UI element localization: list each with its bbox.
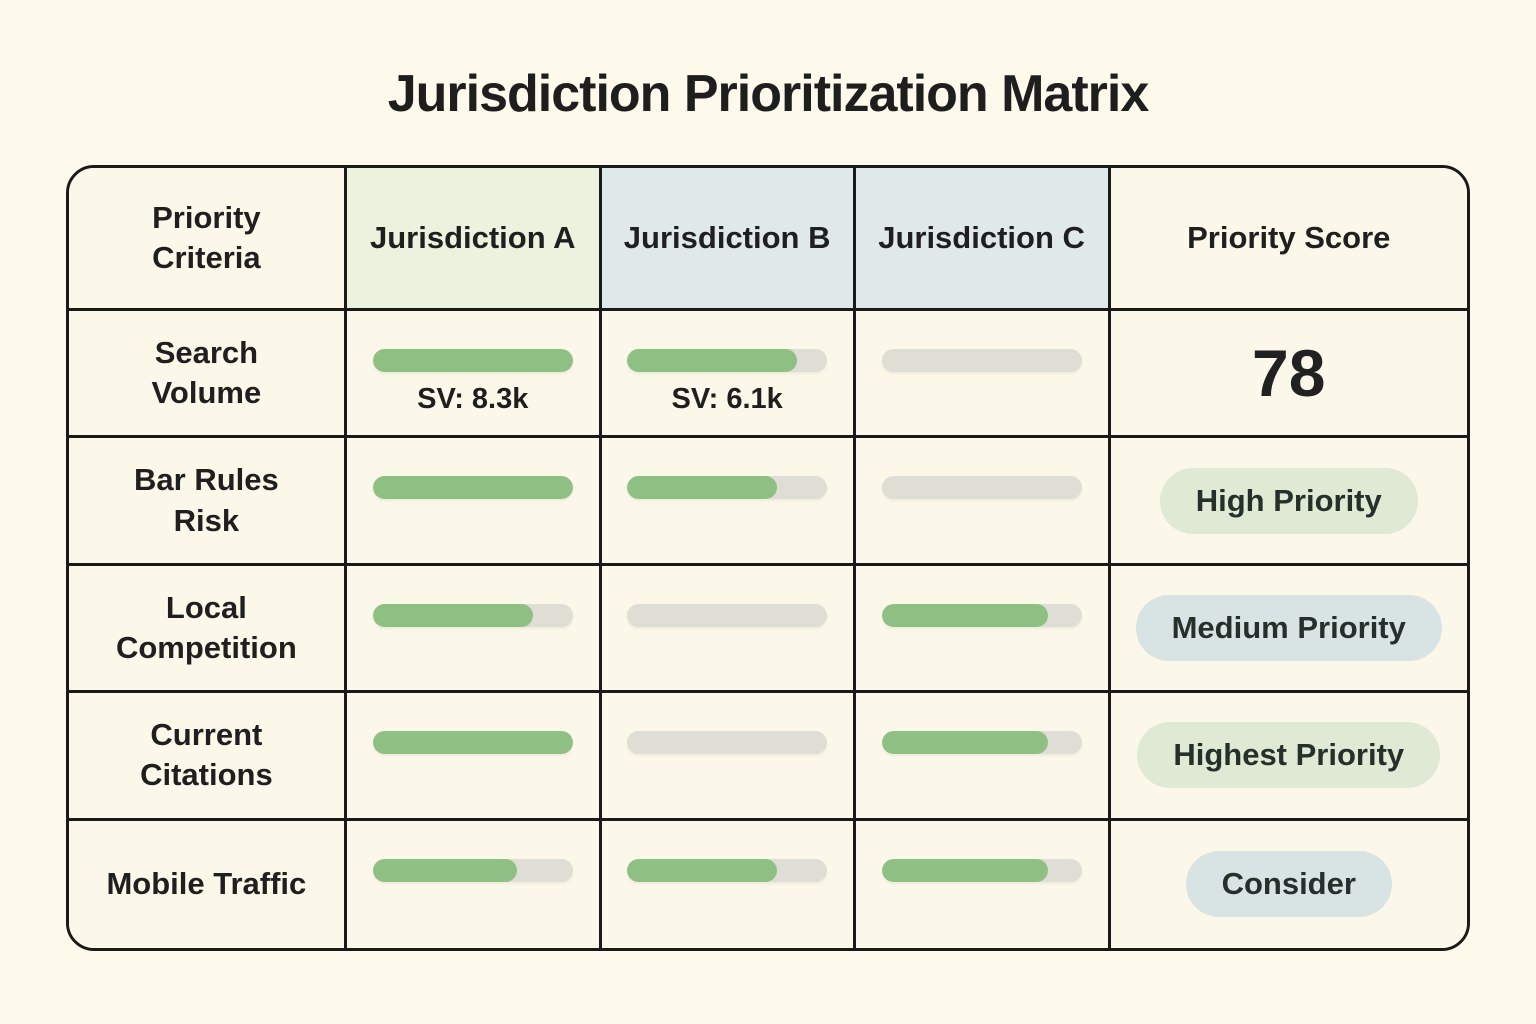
progress-bar-track <box>881 731 1082 755</box>
criteria-label: Mobile Traffic <box>106 866 307 902</box>
progress-bar-fill <box>372 858 517 882</box>
column-header-jurisdiction-a: Jurisdiction A <box>346 168 602 311</box>
jurisdiction-c-cell <box>855 693 1111 821</box>
progress-bar-track <box>881 349 1082 372</box>
progress-bar-track <box>881 603 1082 627</box>
jurisdiction-b-cell: SV: 6.1k <box>601 311 856 439</box>
jurisdiction-c-cell <box>855 565 1111 694</box>
progress-bar-fill <box>372 349 573 372</box>
progress-bar-fill <box>372 731 573 755</box>
progress-bar-track <box>627 858 828 882</box>
criteria-cell: Mobile Traffic <box>69 820 347 948</box>
progress-bar-fill <box>627 858 778 882</box>
column-header-jurisdiction-c: Jurisdiction C <box>855 168 1111 311</box>
jurisdiction-c-cell <box>855 438 1111 566</box>
priority-badge: Consider <box>1185 851 1392 918</box>
priority-score-cell: High Priority <box>1110 438 1467 566</box>
progress-bar-fill <box>627 476 778 500</box>
column-header-label: Priority Score <box>1187 219 1391 255</box>
jurisdiction-c-cell <box>855 311 1111 439</box>
criteria-label: Local Competition <box>115 589 297 665</box>
bar-value-label: SV: 6.1k <box>671 383 783 415</box>
priority-badge: High Priority <box>1159 467 1418 534</box>
column-header-label: Jurisdiction C <box>878 219 1085 255</box>
jurisdiction-b-cell <box>601 693 856 821</box>
progress-bar-track <box>881 858 1082 882</box>
criteria-cell: Search Volume <box>69 311 347 439</box>
progress-bar-track <box>627 349 828 372</box>
priority-badge: Medium Priority <box>1135 594 1442 661</box>
column-header-label: Jurisdiction B <box>623 219 831 255</box>
priority-score-cell: Highest Priority <box>1110 693 1467 821</box>
priority-score-cell: Consider <box>1110 820 1467 948</box>
progress-bar-fill <box>881 731 1048 755</box>
column-header-label: Priority Criteria <box>152 199 261 275</box>
column-header-priority-score: Priority Score <box>1110 168 1467 311</box>
jurisdiction-c-cell <box>855 820 1111 948</box>
progress-bar-track <box>372 603 573 627</box>
jurisdiction-a-cell <box>346 693 602 821</box>
priority-score-cell: 78 <box>1110 311 1467 439</box>
priority-badge: Highest Priority <box>1137 722 1441 789</box>
priority-score-cell: Medium Priority <box>1110 565 1467 694</box>
jurisdiction-b-cell <box>601 820 856 948</box>
progress-bar-track <box>627 476 828 500</box>
progress-bar-fill <box>881 603 1048 627</box>
progress-bar-track <box>372 731 573 755</box>
jurisdiction-a-cell <box>346 438 602 566</box>
criteria-label: Current Citations <box>140 717 273 793</box>
progress-bar-fill <box>372 476 573 500</box>
jurisdiction-a-cell <box>346 565 602 694</box>
column-header-priority-criteria: Priority Criteria <box>69 168 347 311</box>
jurisdiction-a-cell: SV: 8.3k <box>346 311 602 439</box>
jurisdiction-b-cell <box>601 565 856 694</box>
progress-bar-fill <box>627 349 798 372</box>
page-title: Jurisdiction Prioritization Matrix <box>387 65 1150 123</box>
criteria-cell: Local Competition <box>69 565 347 694</box>
jurisdiction-a-cell <box>346 820 602 948</box>
matrix-table: Priority Criteria Jurisdiction A Jurisdi… <box>66 165 1470 951</box>
progress-bar-fill <box>372 603 533 627</box>
column-header-jurisdiction-b: Jurisdiction B <box>601 168 856 311</box>
progress-bar-track <box>372 349 573 372</box>
column-header-label: Jurisdiction A <box>369 219 576 255</box>
criteria-cell: Bar Rules Risk <box>69 438 347 566</box>
progress-bar-track <box>372 858 573 882</box>
progress-bar-track <box>881 476 1082 500</box>
priority-score-value: 78 <box>1252 336 1326 411</box>
criteria-label: Bar Rules Risk <box>134 462 279 538</box>
progress-bar-track <box>372 476 573 500</box>
progress-bar-fill <box>881 858 1048 882</box>
progress-bar-track <box>627 603 828 627</box>
criteria-label: Search Volume <box>151 334 262 411</box>
bar-value-label: SV: 8.3k <box>417 383 529 415</box>
criteria-cell: Current Citations <box>69 693 347 821</box>
jurisdiction-b-cell <box>601 438 856 566</box>
progress-bar-track <box>627 731 828 755</box>
